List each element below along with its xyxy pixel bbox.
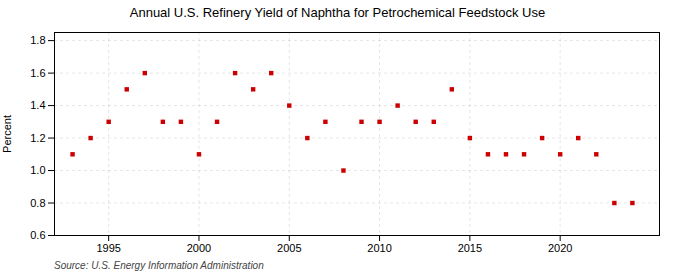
svg-text:2005: 2005 <box>277 242 301 254</box>
svg-text:1.6: 1.6 <box>30 67 45 79</box>
html-text:Annual U.S. Refinery Yield of: Annual U.S. Refinery Yield of Naphtha fo… <box>129 5 546 20</box>
svg-text:1.2: 1.2 <box>30 132 45 144</box>
svg-text:1995: 1995 <box>96 242 120 254</box>
svg-text:1.8: 1.8 <box>30 34 45 46</box>
svg-text:0.8: 0.8 <box>30 197 45 209</box>
svg-text:0.6: 0.6 <box>30 229 45 241</box>
html-text:Source: U.S. Energy Informatio: Source: U.S. Energy Information Administ… <box>54 260 264 271</box>
svg-text:2010: 2010 <box>367 242 391 254</box>
svg-text:1.0: 1.0 <box>30 164 45 176</box>
svg-text:2020: 2020 <box>548 242 572 254</box>
svg-text:1.4: 1.4 <box>30 99 45 111</box>
svg-text:2000: 2000 <box>187 242 211 254</box>
svg-text:2015: 2015 <box>458 242 482 254</box>
svg-text:Percent: Percent <box>1 115 13 153</box>
